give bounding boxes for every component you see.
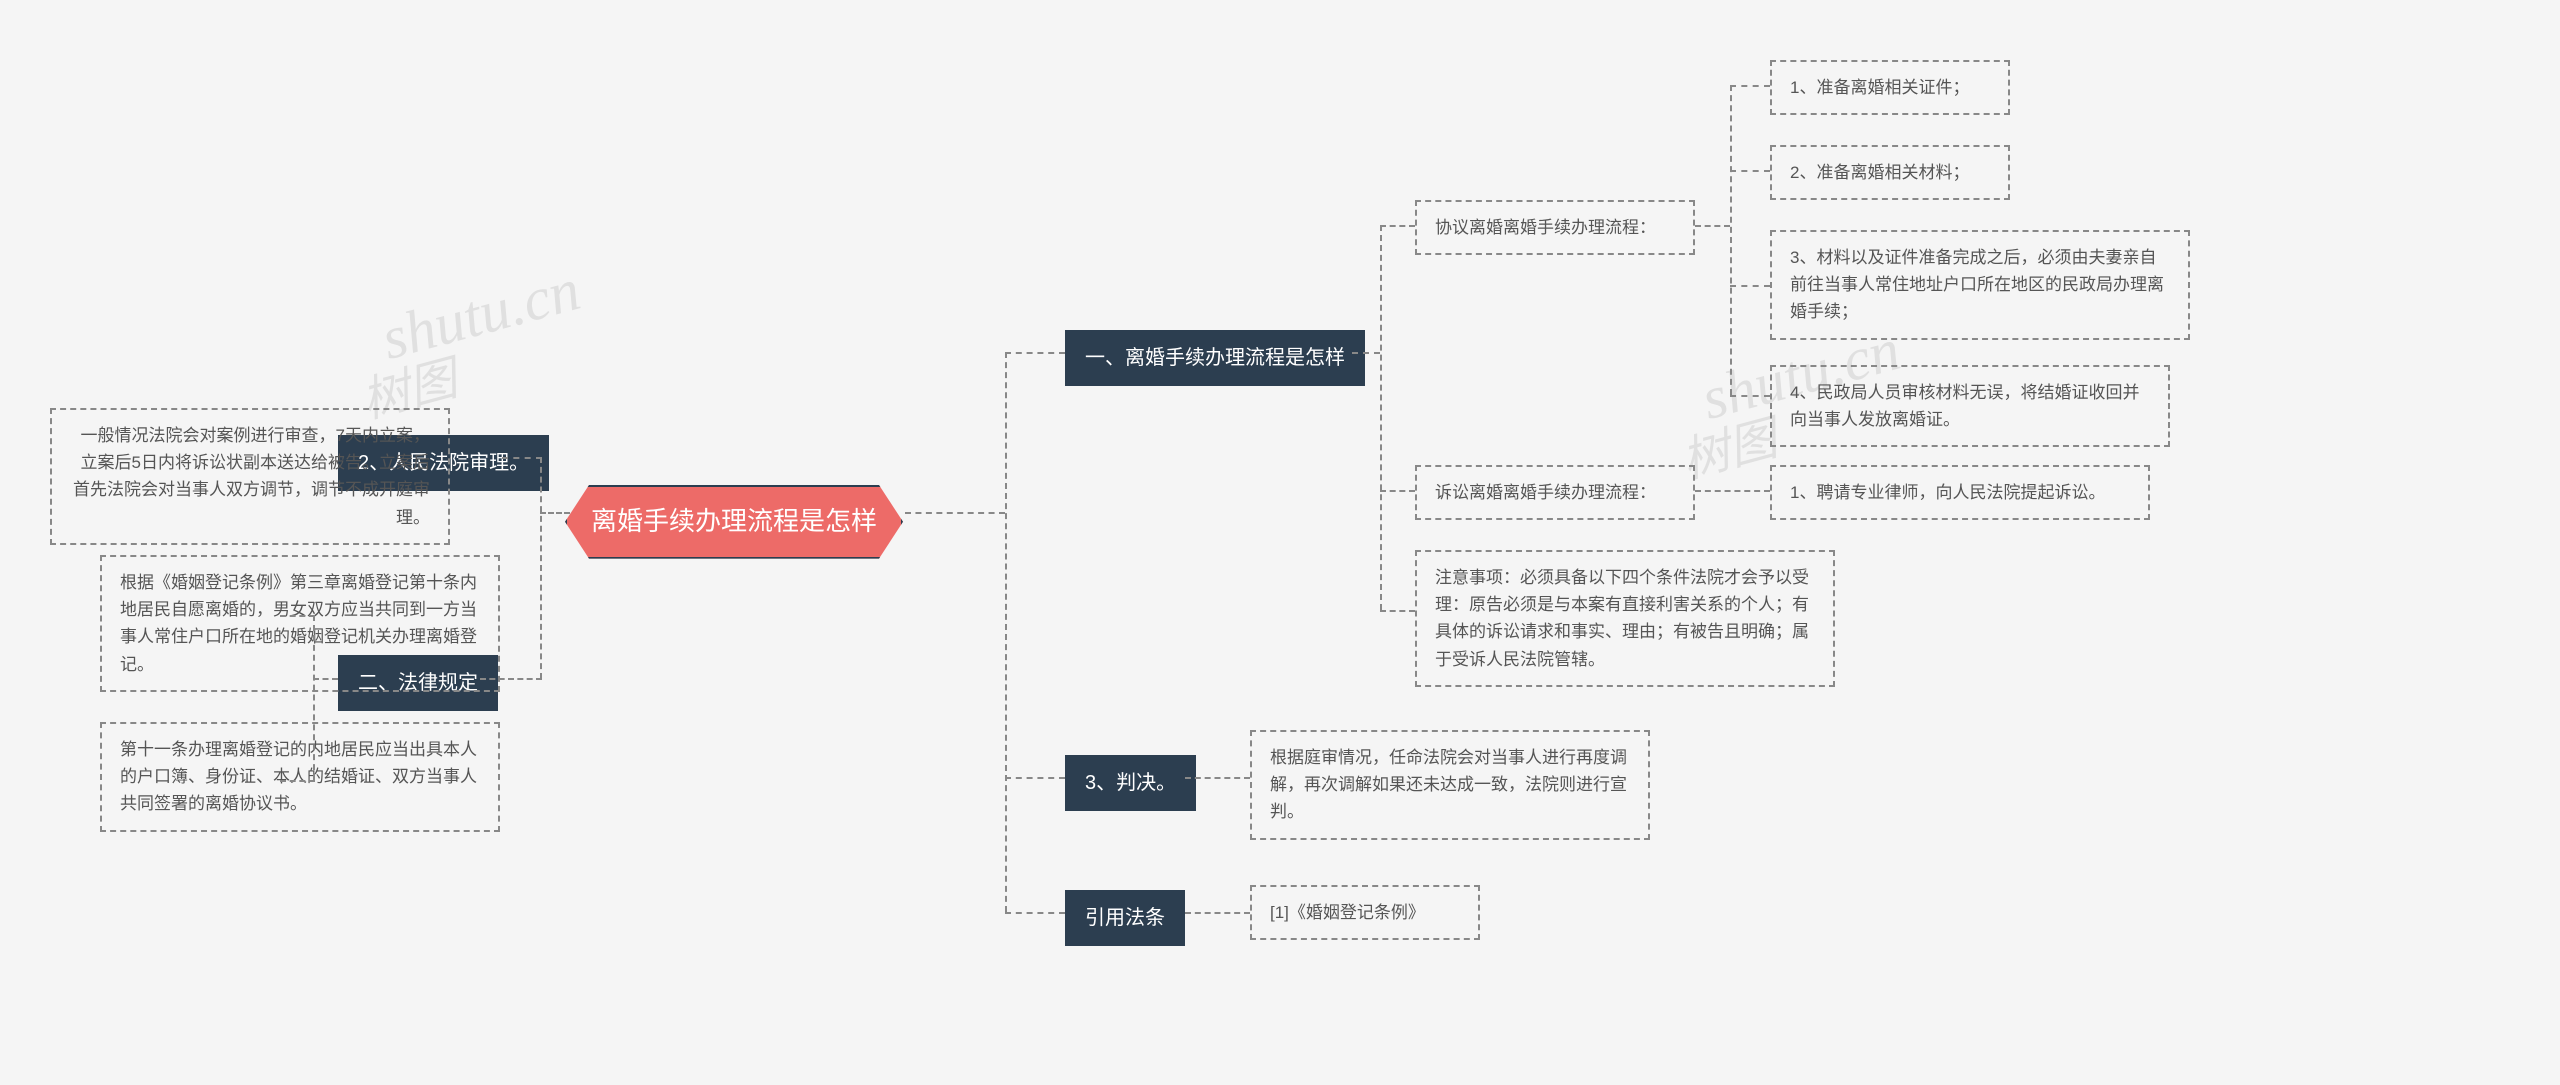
right-section3: 3、判决。 (1065, 755, 1196, 811)
connector (1730, 85, 1732, 395)
connector (905, 512, 1005, 514)
right-section1-sub3: 注意事项：必须具备以下四个条件法院才会予以受理：原告必须是与本案有直接利害关系的… (1415, 550, 1835, 687)
connector (1730, 395, 1770, 397)
right-section1-sub1-item3: 3、材料以及证件准备完成之后，必须由夫妻亲自前往当事人常住地址户口所在地区的民政… (1770, 230, 2190, 340)
left-law-item2: 第十一条办理离婚登记的内地居民应当出具本人的户口簿、身份证、本人的结婚证、双方当… (100, 722, 500, 832)
right-section1-sub1-item1: 1、准备离婚相关证件； (1770, 60, 2010, 115)
connector (1380, 225, 1382, 610)
center-node: 离婚手续办理流程是怎样 (565, 485, 903, 559)
connector (1380, 225, 1415, 227)
right-section1-sub1-item2: 2、准备离婚相关材料； (1770, 145, 2010, 200)
connector (1380, 610, 1415, 612)
connector (1005, 352, 1065, 354)
connector (313, 615, 315, 780)
connector (313, 678, 338, 680)
connector (1730, 85, 1770, 87)
connector (1730, 285, 1770, 287)
left-section2-text: 一般情况法院会对案例进行审查，7天内立案，立案后5日内将诉讼状副本送达给被告。立… (50, 408, 450, 545)
right-section1-sub2: 诉讼离婚离婚手续办理流程： (1415, 465, 1695, 520)
connector (480, 678, 542, 680)
connector (540, 512, 570, 514)
connector (280, 615, 315, 617)
right-section1-sub2-item1: 1、聘请专业律师，向人民法院提起诉讼。 (1770, 465, 2150, 520)
connector (540, 457, 542, 679)
right-citation-text: [1]《婚姻登记条例》 (1250, 885, 1480, 940)
right-section1-sub1: 协议离婚离婚手续办理流程： (1415, 200, 1695, 255)
connector (1185, 912, 1250, 914)
left-law-item1: 根据《婚姻登记条例》第三章离婚登记第十条内地居民自愿离婚的，男女双方应当共同到一… (100, 555, 500, 692)
right-section1-sub1-item4: 4、民政局人员审核材料无误，将结婚证收回并向当事人发放离婚证。 (1770, 365, 2170, 447)
right-section1: 一、离婚手续办理流程是怎样 (1065, 330, 1365, 386)
connector (1695, 490, 1770, 492)
connector (280, 780, 315, 782)
right-citation: 引用法条 (1065, 890, 1185, 946)
connector (1005, 912, 1065, 914)
connector (1185, 777, 1250, 779)
connector (1380, 490, 1415, 492)
connector (502, 457, 542, 459)
connector (450, 457, 451, 459)
watermark: shutu.cn (375, 255, 588, 374)
connector (1005, 352, 1007, 912)
connector (1695, 225, 1730, 227)
connector (1005, 777, 1065, 779)
connector (1730, 170, 1770, 172)
right-section3-text: 根据庭审情况，任命法院会对当事人进行再度调解，再次调解如果还未达成一致，法院则进… (1250, 730, 1650, 840)
connector (1352, 352, 1380, 354)
